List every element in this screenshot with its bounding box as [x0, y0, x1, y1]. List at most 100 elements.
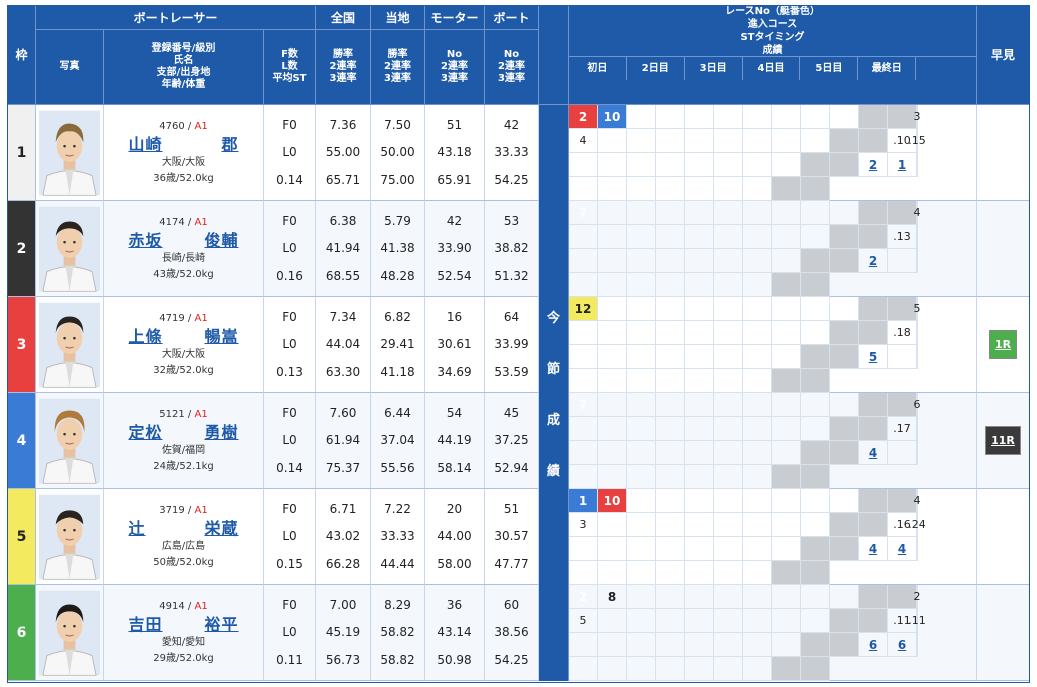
- hayami-button[interactable]: 1R: [988, 330, 1018, 359]
- race-result-link[interactable]: 4: [859, 537, 888, 561]
- race-slot: [569, 369, 598, 393]
- race-slot: [598, 249, 627, 273]
- f-count: F0: [282, 309, 297, 324]
- race-slot: [743, 129, 772, 153]
- race-slot: [598, 225, 627, 249]
- race-slot: [772, 441, 801, 465]
- konsetsu-label: 今 節 成 績: [539, 105, 569, 681]
- race-slot: [714, 657, 743, 681]
- motor-header: モーター: [425, 6, 485, 30]
- racer-info: 4174 / A1 赤坂 俊輔 長崎/長崎 43歳/52.0kg: [104, 201, 264, 297]
- race-slot: [714, 489, 743, 513]
- race-slot: [714, 105, 743, 129]
- top3-rate: 52.94: [494, 461, 529, 476]
- race-result-link[interactable]: 6: [888, 633, 917, 657]
- race-result-link[interactable]: 1: [888, 153, 917, 177]
- surname: 山崎: [128, 134, 163, 154]
- zenkoku-values: 6.71 43.02 66.28: [316, 489, 371, 585]
- race-slot: [598, 465, 627, 489]
- race-results: 12 5.18 5: [569, 297, 977, 393]
- win-rate: 6.82: [384, 309, 411, 324]
- hayami-button[interactable]: 11R: [985, 426, 1021, 455]
- top3-rate: 65.91: [437, 173, 472, 188]
- race-slot: [656, 633, 685, 657]
- racer-name-link[interactable]: 定松 勇樹: [128, 422, 239, 442]
- race-result-link[interactable]: 5: [859, 345, 888, 369]
- race-slot: [685, 633, 714, 657]
- top2-rate: 30.61: [437, 337, 472, 352]
- race-slot: [685, 489, 714, 513]
- racer-photo[interactable]: [36, 105, 104, 201]
- race-info-labels: レースNo（艇番色） 進入コース STタイミング 成績: [569, 6, 976, 57]
- race-slot: [743, 105, 772, 129]
- boat-values: 60 38.56 54.25: [485, 585, 539, 681]
- racer-photo[interactable]: [36, 393, 104, 489]
- race-result-link[interactable]: 6: [859, 633, 888, 657]
- race-slot: [685, 297, 714, 321]
- hayami-cell: 11R: [977, 393, 1029, 489]
- race-slot: [656, 609, 685, 633]
- age-weight: 32歳/52.0kg: [153, 364, 214, 376]
- racer-photo[interactable]: [36, 201, 104, 297]
- race-slot: [772, 657, 801, 681]
- branch-origin: 愛知/愛知: [161, 636, 206, 648]
- race-slot: [743, 177, 772, 201]
- entry-course: 4: [914, 489, 921, 513]
- hayami-cell: [977, 105, 1029, 201]
- zenkoku-header: 全国: [316, 6, 371, 30]
- zenkoku-values: 7.60 61.94 75.37: [316, 393, 371, 489]
- surname: 吉田: [128, 614, 163, 634]
- racer-photo[interactable]: [36, 585, 104, 681]
- avg-st-label: 平均ST: [272, 73, 307, 84]
- top3-rate: 54.25: [494, 653, 529, 668]
- boat-no: 42: [503, 117, 520, 132]
- st-timing: .17: [888, 417, 917, 441]
- race-slot: [569, 417, 598, 441]
- race-result-link[interactable]: 4: [859, 441, 888, 465]
- l-count: L0: [282, 145, 297, 160]
- race-slot: [801, 465, 830, 489]
- race-slot: [627, 321, 656, 345]
- race-slot: [685, 465, 714, 489]
- race-result-link[interactable]: 4: [888, 537, 917, 561]
- st-timing: .16: [888, 513, 917, 537]
- racer-name-link[interactable]: 辻 栄蔵: [129, 520, 239, 537]
- race-no-label: レースNo（艇番色）: [725, 6, 820, 17]
- touchi-rates-header: 勝率 2連率 3連率: [371, 30, 425, 105]
- race-slot: [685, 177, 714, 201]
- race-slot: [917, 633, 918, 657]
- st-timing: .11: [888, 609, 917, 633]
- racer-photo[interactable]: [36, 297, 104, 393]
- race-result-link[interactable]: 2: [859, 153, 888, 177]
- win-rate: 7.36: [329, 117, 357, 132]
- fl-values: F0 L0 0.16: [264, 201, 316, 297]
- race-slot: [801, 369, 830, 393]
- race-results: 7 6.17 4: [569, 393, 977, 489]
- top2-rate: 43.02: [325, 529, 361, 544]
- racer-name-link[interactable]: 上條 暢嵩: [129, 328, 239, 345]
- race-slot: [656, 105, 685, 129]
- race-slot: [743, 561, 772, 585]
- race-slot: [656, 249, 685, 273]
- boat-values: 45 37.25 52.94: [485, 393, 539, 489]
- race-slot: [859, 585, 888, 609]
- avatar: [39, 110, 100, 196]
- avg-st: 0.15: [276, 557, 303, 572]
- race-slot: [598, 297, 627, 321]
- racer-photo[interactable]: [36, 489, 104, 585]
- race-number-badge: 10: [598, 489, 627, 513]
- racer-name-link[interactable]: 吉田 裕平: [128, 614, 239, 634]
- race-result-link[interactable]: 2: [859, 249, 888, 273]
- reg-class: 4760 / A1: [159, 120, 208, 132]
- top3-rate: 53.59: [494, 365, 529, 380]
- racer-name-link[interactable]: 赤坂 俊輔: [129, 232, 239, 249]
- konsetsu-char: 績: [546, 464, 560, 479]
- racer-info: 3719 / A1 辻 栄蔵 広島/広島 50歳/52.0kg: [104, 489, 264, 585]
- racer-name-link[interactable]: 山崎 郡: [128, 134, 239, 154]
- top3-rate: 52.54: [437, 269, 472, 284]
- surname: 定松: [128, 422, 163, 442]
- win-rate: 6.44: [384, 405, 411, 420]
- avg-st: 0.14: [276, 461, 303, 476]
- race-slot: [917, 417, 918, 441]
- race-slot: [830, 105, 859, 129]
